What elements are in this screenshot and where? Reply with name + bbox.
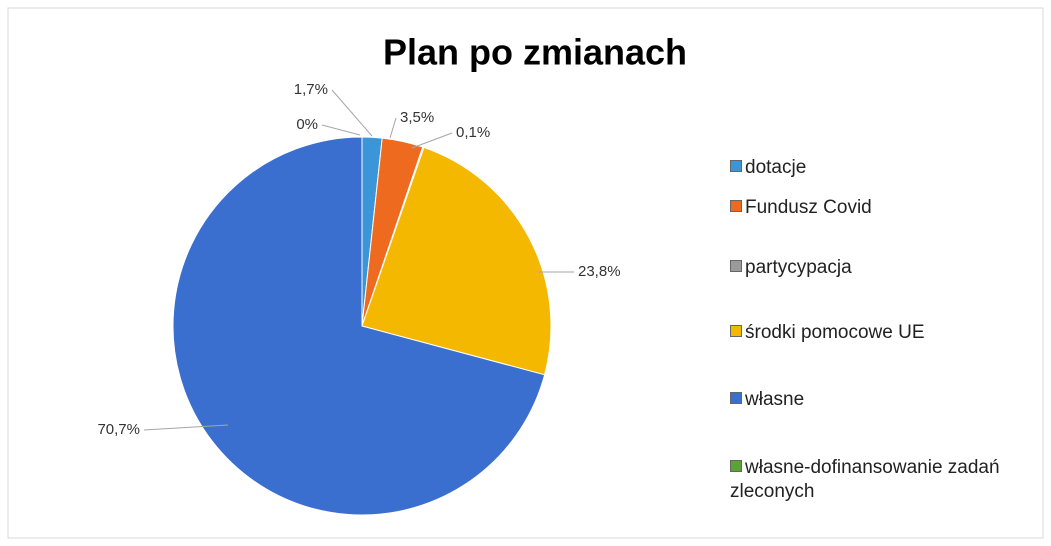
pie-slice (361, 146, 552, 376)
leader-line (411, 132, 453, 149)
legend-item: dotacje (730, 156, 1030, 180)
leader-line (331, 89, 373, 137)
data-label: 3,5% (400, 109, 434, 126)
legend-swatch (730, 325, 742, 337)
legend-swatch (730, 392, 742, 404)
legend-item: środki pomocowe UE (730, 321, 1030, 345)
chart-title: Plan po zmianach (383, 32, 687, 73)
legend-label: własne (745, 389, 805, 410)
legend-swatch (730, 160, 742, 172)
data-label: 70,7% (97, 421, 140, 438)
data-label: 1,7% (294, 81, 328, 98)
leader-line (321, 124, 361, 136)
legend-item: własne (730, 388, 1030, 412)
legend-item: Fundusz Covid (730, 196, 1030, 220)
data-label: 23,8% (578, 263, 621, 280)
legend-item: partycypacja (730, 256, 1030, 280)
data-label: 0% (296, 116, 318, 133)
legend-label: własne-dofinansowanie zadań zleconych (730, 457, 1000, 502)
data-label: 0,1% (456, 124, 490, 141)
legend-label: środki pomocowe UE (745, 322, 925, 343)
legend-swatch (730, 260, 742, 272)
legend-label: dotacje (745, 157, 807, 178)
pie-slice (172, 136, 546, 516)
legend-label: partycypacja (745, 257, 852, 278)
leader-line (389, 117, 397, 139)
legend-label: Fundusz Covid (745, 197, 872, 218)
legend-swatch (730, 460, 742, 472)
legend-swatch (730, 200, 742, 212)
legend-item: własne-dofinansowanie zadań zleconych (730, 456, 1030, 504)
leader-line (143, 424, 229, 431)
